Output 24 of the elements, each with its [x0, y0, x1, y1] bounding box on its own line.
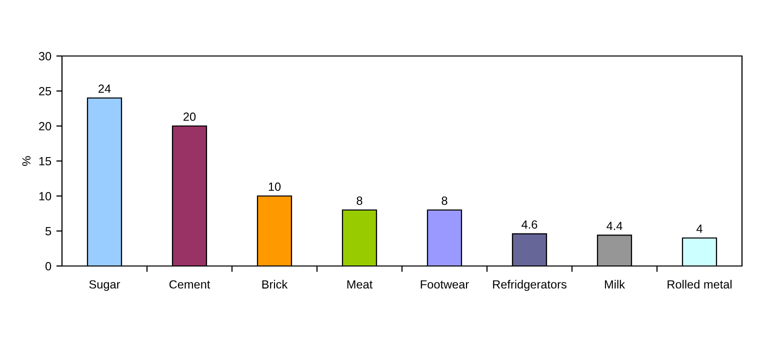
y-tick-label: 15 [39, 157, 52, 166]
x-tick-label: Refridgerators [493, 280, 566, 291]
y-axis-title: % [22, 156, 31, 166]
y-tick-label: 0 [45, 262, 52, 270]
y-tick-label: 5 [45, 227, 52, 236]
x-tick-label: Brick [262, 280, 288, 289]
data-label: 8 [356, 196, 362, 205]
x-tick-label: Sugar [89, 280, 120, 291]
x-tick-label: Rolled metal [668, 280, 732, 289]
y-tick-label: 30 [38, 52, 52, 60]
x-tick-label: Footwear [420, 280, 469, 289]
y-tick-label: 10 [39, 192, 52, 200]
x-tick-label: Milk [604, 280, 626, 288]
data-label: 20 [184, 112, 196, 121]
data-label: 4.4 [606, 222, 622, 230]
y-tick-label: 20 [39, 122, 52, 130]
data-label: 4.6 [522, 220, 538, 229]
data-label: 24 [98, 84, 111, 93]
data-label: 10 [268, 182, 281, 191]
x-tick-label: Cement [169, 280, 210, 289]
x-tick-label: Meat [347, 280, 373, 289]
data-label: 4 [696, 224, 702, 233]
data-label: 8 [442, 196, 448, 205]
y-tick-label: 25 [39, 87, 52, 96]
